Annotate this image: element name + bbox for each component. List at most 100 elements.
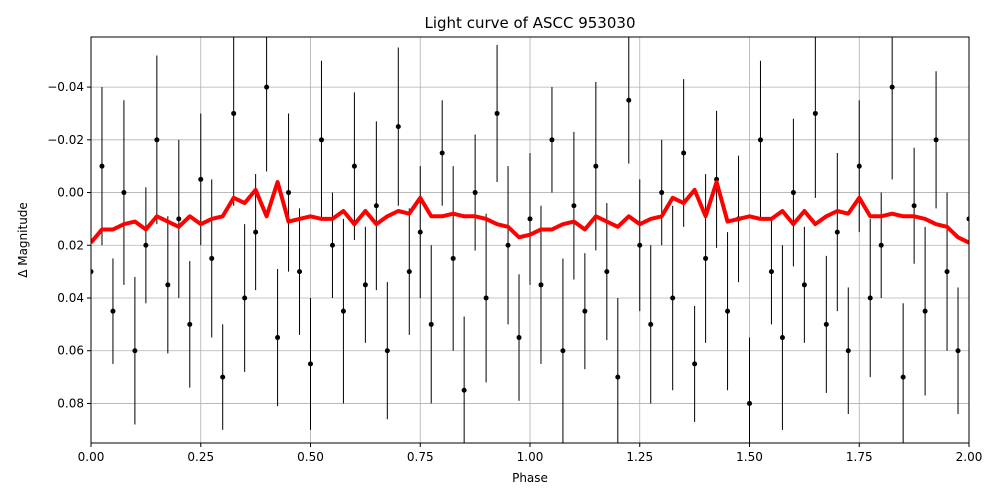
chart-title: Light curve of ASCC 953030 xyxy=(425,14,636,32)
binned-line xyxy=(91,180,969,245)
y-tick-label: 0.08 xyxy=(57,396,84,410)
data-point xyxy=(626,97,632,103)
data-point xyxy=(253,229,259,235)
data-point xyxy=(604,269,610,275)
data-point xyxy=(406,269,412,275)
data-point xyxy=(461,387,467,393)
data-point xyxy=(428,321,434,327)
data-point xyxy=(242,295,248,301)
data-point xyxy=(297,269,303,275)
data-point xyxy=(351,163,357,169)
y-tick-label: 0.04 xyxy=(57,291,84,305)
x-tick-label: 1.00 xyxy=(517,450,544,464)
data-point xyxy=(779,335,785,341)
data-point xyxy=(516,335,522,341)
data-point xyxy=(878,242,884,248)
data-point xyxy=(99,163,105,169)
data-point xyxy=(615,374,621,380)
data-point xyxy=(933,137,939,143)
data-point xyxy=(275,335,281,341)
x-tick-label: 0.00 xyxy=(78,450,105,464)
x-tick-label: 0.75 xyxy=(407,450,434,464)
data-point xyxy=(340,308,346,314)
data-point xyxy=(176,216,182,222)
data-point xyxy=(132,348,138,354)
data-point xyxy=(417,229,423,235)
data-point xyxy=(582,308,588,314)
data-point xyxy=(571,203,577,209)
data-point xyxy=(362,282,368,288)
data-point xyxy=(264,84,270,90)
data-point xyxy=(768,269,774,275)
y-axis-label: Δ Magnitude xyxy=(16,202,30,278)
data-point xyxy=(790,190,796,196)
data-point xyxy=(527,216,533,222)
x-tick-label: 1.75 xyxy=(846,450,873,464)
x-tick-label: 2.00 xyxy=(956,450,983,464)
data-point xyxy=(845,348,851,354)
data-point xyxy=(373,203,379,209)
y-tick-label: 0.02 xyxy=(57,238,84,252)
data-point xyxy=(483,295,489,301)
data-point xyxy=(681,150,687,156)
data-point xyxy=(922,308,928,314)
data-point xyxy=(143,242,149,248)
data-point xyxy=(966,216,969,222)
data-point xyxy=(593,163,599,169)
data-point xyxy=(560,348,566,354)
data-point xyxy=(121,190,127,196)
data-point xyxy=(286,190,292,196)
data-point xyxy=(538,282,544,288)
x-tick-label: 1.25 xyxy=(626,450,653,464)
y-tick-label: −0.04 xyxy=(47,80,84,94)
data-point xyxy=(703,255,709,261)
data-point xyxy=(801,282,807,288)
x-tick-label: 0.50 xyxy=(297,450,324,464)
data-point xyxy=(308,361,313,367)
data-point xyxy=(549,137,555,143)
data-point xyxy=(187,321,193,327)
data-point xyxy=(231,110,237,116)
data-point xyxy=(450,255,456,261)
y-tick-label: 0.06 xyxy=(57,344,84,358)
data-point xyxy=(220,374,226,380)
y-tick-label: −0.02 xyxy=(47,133,84,147)
data-point xyxy=(692,361,698,367)
data-point xyxy=(911,203,917,209)
data-point xyxy=(165,282,171,288)
data-point xyxy=(209,255,215,261)
x-tick-label: 0.25 xyxy=(187,450,214,464)
ticks: 0.00 0.25 0.50 0.75 1.00 1.25 1.50 1.75 2.00 −0.0… xyxy=(47,80,982,464)
data-point xyxy=(395,124,401,130)
data-point xyxy=(439,150,445,156)
data-point xyxy=(900,374,906,380)
data-point xyxy=(91,269,94,275)
data-point xyxy=(110,308,116,314)
data-point xyxy=(757,137,763,143)
data-point xyxy=(867,295,873,301)
data-point xyxy=(505,242,511,248)
data-point xyxy=(637,242,643,248)
y-tick-label: 0.00 xyxy=(57,186,84,200)
x-tick-label: 1.50 xyxy=(736,450,763,464)
plot-area xyxy=(91,37,969,443)
data-point xyxy=(944,269,950,275)
data-point xyxy=(670,295,676,301)
data-point xyxy=(889,84,895,90)
data-point xyxy=(856,163,862,169)
data-point xyxy=(318,137,324,143)
data-point xyxy=(823,321,829,327)
x-axis-label: Phase xyxy=(512,471,548,485)
data-point xyxy=(198,176,204,182)
data-point xyxy=(659,190,665,196)
data-point xyxy=(384,348,390,354)
data-point xyxy=(154,137,160,143)
data-point xyxy=(955,348,961,354)
data-point xyxy=(648,321,654,327)
data-point xyxy=(834,229,840,235)
data-point xyxy=(329,242,335,248)
data-point xyxy=(494,110,500,116)
data-point xyxy=(812,110,818,116)
